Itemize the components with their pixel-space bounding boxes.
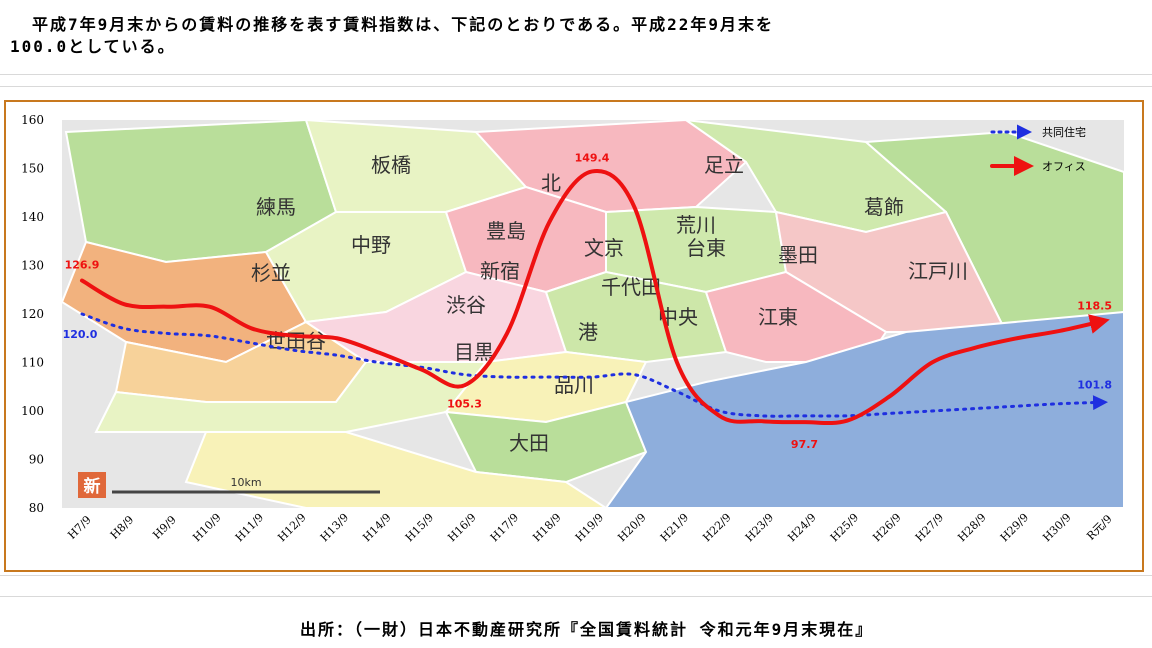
- x-tick-label: H26/9: [870, 511, 903, 544]
- badge-box: [78, 472, 106, 498]
- scale-label: 10km: [230, 476, 261, 489]
- ward-label: 新宿: [480, 259, 520, 283]
- y-tick-label: 90: [29, 453, 44, 467]
- ward-label: 文京: [584, 236, 624, 260]
- divider: [0, 86, 1152, 87]
- x-tick-label: H29/9: [998, 511, 1031, 544]
- x-tick-label: H30/9: [1040, 511, 1073, 544]
- intro-line-2: 100.0としている。: [10, 37, 176, 56]
- x-tick-label: H22/9: [700, 511, 733, 544]
- ward-label: 大田: [509, 431, 549, 455]
- ward-label: 豊島: [486, 219, 526, 243]
- ward-label: 北: [541, 171, 561, 195]
- source-note: 出所：（一財）日本不動産研究所『全国賃料統計 令和元年9月末現在』: [300, 620, 874, 639]
- x-tick-label: H17/9: [488, 511, 521, 544]
- y-tick-label: 150: [21, 162, 44, 176]
- ward-label: 葛飾: [864, 195, 904, 219]
- y-tick-label: 120: [21, 307, 44, 321]
- x-tick-label: H24/9: [785, 511, 818, 544]
- intro-line-1: 平成7年9月末からの賃料の推移を表す賃料指数は、下記のとおりである。平成22年9…: [32, 15, 775, 34]
- x-tick-label: H11/9: [233, 511, 266, 544]
- divider: [0, 596, 1152, 597]
- divider: [0, 575, 1152, 576]
- x-tick-label: H12/9: [275, 511, 308, 544]
- y-tick-label: 140: [21, 210, 44, 224]
- data-label: 105.3: [447, 397, 482, 410]
- ward-label: 渋谷: [446, 293, 486, 317]
- x-tick-label: H25/9: [828, 511, 861, 544]
- badge-label: 新: [84, 476, 101, 497]
- data-label: 149.4: [575, 151, 610, 164]
- chart-frame: 板橋北足立 練馬 葛飾 荒川 豊島 中野 文京 台東 墨田 杉並 新宿 江戸川 千代田 渋谷 中央 江東港世田…: [4, 100, 1144, 572]
- series: 120.0 101.8 126.9 105.3 149.4 97.7 118.5: [63, 151, 1112, 451]
- x-tick-label: H10/9: [190, 511, 223, 544]
- x-tick-label: H14/9: [360, 511, 393, 544]
- y-tick-label: 130: [21, 259, 44, 273]
- y-tick-label: 160: [21, 113, 44, 127]
- x-tick-label: H16/9: [445, 511, 478, 544]
- x-tick-label: H7/9: [65, 513, 93, 541]
- ward-label: 千代田: [601, 275, 661, 299]
- ward-label: 足立: [704, 153, 744, 177]
- ward-label: 杉並: [251, 261, 291, 285]
- ward-label: 台東: [686, 236, 726, 260]
- divider: [0, 74, 1152, 75]
- x-tick-label: H15/9: [403, 511, 436, 544]
- ward-area: [604, 310, 1125, 509]
- legend-label: オフィス: [1042, 160, 1086, 173]
- ward-label: 板橋: [371, 153, 411, 177]
- data-label: 101.8: [1077, 378, 1112, 391]
- ward-label: 墨田: [778, 243, 818, 267]
- x-tick-label: R元/9: [1084, 512, 1114, 542]
- x-tick-label: H8/9: [108, 513, 136, 541]
- ward-label: 中野: [351, 233, 391, 257]
- legend-label: 共同住宅: [1042, 125, 1086, 139]
- x-tick-label: H20/9: [615, 511, 648, 544]
- y-tick-label: 110: [21, 356, 44, 370]
- intro-text: 平成7年9月末からの賃料の推移を表す賃料指数は、下記のとおりである。平成22年9…: [10, 14, 1140, 58]
- ward-label: 江東: [758, 305, 798, 329]
- data-label: 126.9: [65, 259, 100, 272]
- ward-label: 目黒: [454, 340, 494, 364]
- y-tick-label: 80: [29, 501, 44, 515]
- x-tick-label: H28/9: [955, 511, 988, 544]
- ward-label: 荒川: [676, 213, 716, 237]
- x-tick-label: H19/9: [573, 511, 606, 544]
- ward-label: 江戸川: [908, 259, 968, 283]
- y-tick-label: 100: [21, 404, 44, 418]
- data-label: 97.7: [791, 438, 818, 451]
- x-tick-label: H18/9: [530, 511, 563, 544]
- ward-area: [184, 431, 610, 509]
- x-tick-label: H21/9: [658, 511, 691, 544]
- ward-label: 港: [578, 320, 598, 344]
- x-tick-label: H13/9: [318, 511, 351, 544]
- x-tick-label: H9/9: [150, 513, 178, 541]
- series-apartment-line: [80, 312, 1108, 418]
- data-label: 120.0: [63, 328, 98, 341]
- ward-label: 練馬: [256, 195, 296, 219]
- series-office-line: [80, 168, 1110, 426]
- x-tick-label: H23/9: [743, 511, 776, 544]
- data-label: 118.5: [1077, 299, 1112, 312]
- x-tick-label: H27/9: [913, 511, 946, 544]
